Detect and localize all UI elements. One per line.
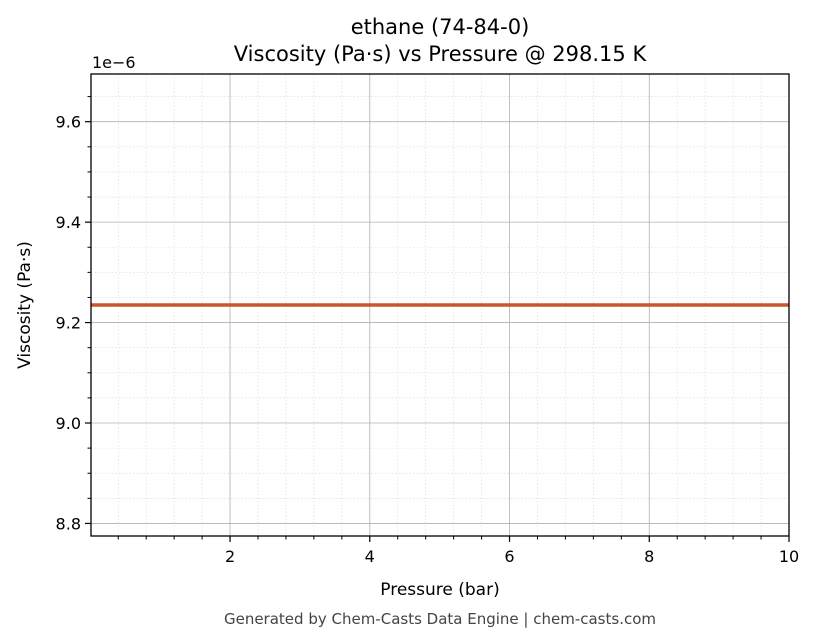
y-tick-label: 8.8 xyxy=(56,514,81,533)
y-tick-label: 9.2 xyxy=(56,314,81,333)
chart-subtitle: Viscosity (Pa·s) vs Pressure @ 298.15 K xyxy=(234,42,648,66)
y-offset-label: 1e−6 xyxy=(92,53,136,72)
x-tick-label: 4 xyxy=(365,547,375,566)
y-tick-label: 9.4 xyxy=(56,213,81,232)
y-axis-label: Viscosity (Pa·s) xyxy=(15,241,35,369)
axis-tick-labels: 2 4 6 8 10 8.8 9.0 9.2 9.4 9.6 xyxy=(56,113,800,566)
x-tick-label: 8 xyxy=(644,547,654,566)
x-axis-label: Pressure (bar) xyxy=(380,580,499,600)
x-tick-label: 6 xyxy=(504,547,514,566)
axis-ticks xyxy=(85,96,790,542)
y-tick-label: 9.0 xyxy=(56,414,81,433)
x-tick-label: 2 xyxy=(225,547,235,566)
y-tick-label: 9.6 xyxy=(56,113,81,132)
chart-title: ethane (74-84-0) xyxy=(351,15,530,39)
footer-credit: Generated by Chem-Casts Data Engine | ch… xyxy=(224,610,656,628)
plot-frame xyxy=(90,73,790,537)
x-tick-label: 10 xyxy=(779,547,799,566)
